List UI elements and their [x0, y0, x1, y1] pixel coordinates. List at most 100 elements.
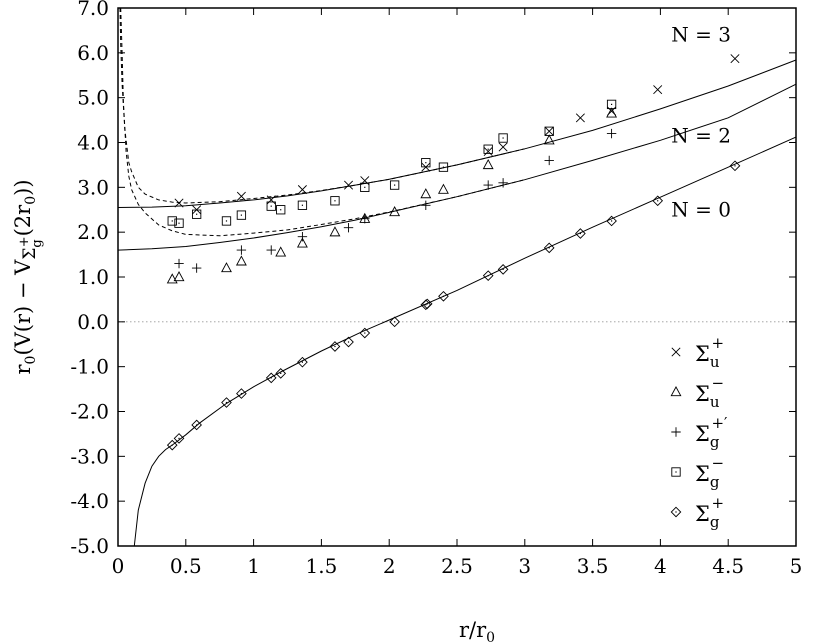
x-tick-label: 0 [112, 554, 125, 578]
data-point-diamond [606, 215, 617, 227]
legend-label-superscript: − [712, 374, 725, 392]
diamond-marker-dot [425, 304, 427, 306]
legend-label-superscript: − [711, 454, 724, 472]
diamond-marker-outline [221, 397, 232, 408]
data-point-diamond [166, 439, 178, 451]
curve-label: N = 3 [671, 23, 731, 47]
square-marker-dot [171, 220, 173, 222]
x-tick-label: 4.5 [712, 554, 744, 578]
data-point-plus [360, 214, 370, 224]
legend-marker-plus [671, 427, 681, 437]
data-point-cross [498, 142, 508, 152]
data-point-plus [191, 263, 202, 273]
data-point-triangle [235, 255, 247, 266]
square-marker-dot [334, 200, 336, 202]
square-marker-outline [360, 182, 370, 192]
data-point-square [389, 180, 400, 190]
square-marker-dot [301, 204, 304, 206]
y-axis-label-part: g [30, 239, 45, 247]
diamond-marker-outline [329, 341, 341, 352]
data-point-plus [266, 245, 276, 255]
square-marker-dot [196, 213, 198, 215]
square-marker-outline [330, 196, 340, 206]
legend-label-subscript: u [710, 393, 720, 411]
square-marker-dot [610, 103, 613, 105]
legend-label-superscript: + [711, 494, 724, 512]
x-tick-label: 4 [654, 554, 667, 578]
square-marker-outline [221, 216, 232, 226]
diamond-marker-outline [236, 388, 247, 399]
data-point-square [266, 201, 276, 211]
square-marker-outline [544, 126, 554, 136]
diamond-marker-dot [225, 401, 228, 404]
data-point-diamond [191, 419, 202, 431]
y-tick-label: 6.0 [77, 41, 109, 65]
square-marker-outline [266, 201, 276, 211]
diamond-marker-outline [389, 316, 400, 328]
legend-label-main: Σ [695, 502, 710, 526]
data-point-diamond [421, 298, 433, 310]
data-point-diamond [575, 228, 586, 239]
data-point-plus [297, 231, 308, 242]
legend-label: Σg− [695, 454, 724, 491]
data-point-diamond [265, 372, 277, 384]
data-point-cross [174, 198, 184, 208]
data-point-diamond [297, 356, 308, 368]
plot-frame [117, 7, 797, 547]
y-tick-label: -5.0 [70, 534, 109, 558]
diamond-marker-outline [275, 368, 287, 379]
square-marker-dot [280, 209, 282, 211]
y-tick-label: 5.0 [77, 86, 109, 110]
data-point-triangle [543, 134, 555, 145]
square-marker-dot [487, 148, 489, 150]
diamond-marker-dot [734, 165, 736, 167]
data-point-diamond [438, 290, 449, 302]
x-axis-label: r/r0 [459, 618, 495, 644]
square-marker-outline [483, 144, 493, 154]
fit-curve-solid [133, 136, 797, 547]
data-point-diamond [497, 264, 509, 275]
legend-label-main: Σ [695, 422, 710, 446]
diamond-marker-dot [178, 437, 180, 439]
legend-marker-triangle [670, 386, 682, 397]
diamond-marker-outline [166, 439, 178, 451]
y-axis-label-part: (2r [11, 204, 35, 237]
legend-label-superscript: + [712, 334, 725, 352]
data-point-plus [421, 200, 431, 210]
data-points-layer [166, 54, 741, 451]
square-marker-outline [389, 180, 400, 190]
diamond-marker-outline [297, 356, 308, 368]
diamond-marker-outline [543, 242, 555, 254]
data-point-square [167, 216, 177, 226]
data-point-plus [606, 128, 617, 139]
data-point-square [174, 218, 184, 228]
square-marker-outline [498, 133, 508, 143]
square-marker-dot [425, 162, 427, 164]
diamond-marker-dot [364, 332, 366, 334]
legend-label-subscript: u [710, 353, 720, 371]
legend-label: Σg+′ [695, 414, 728, 451]
diamond-marker-outline [359, 327, 371, 339]
square-marker-dot [270, 205, 272, 207]
diamond-marker-dot [502, 268, 504, 270]
legend-label-subscript: g [710, 433, 720, 451]
data-point-diamond [343, 336, 354, 348]
data-point-square [276, 205, 286, 215]
data-point-triangle [329, 226, 341, 237]
y-tick-label: -2.0 [70, 400, 109, 424]
diamond-marker-dot [657, 200, 659, 202]
x-axis-label-subscript: 0 [486, 630, 495, 644]
diamond-marker-dot [334, 345, 336, 348]
square-marker-dot [502, 137, 504, 139]
y-axis-label-part: (V(r) − V [11, 259, 35, 356]
diamond-marker-outline [606, 215, 617, 227]
y-axis-label-part: + [17, 236, 32, 247]
y-axis-label: r0(V(r) − VΣg+(2r0)) [11, 179, 45, 374]
curve-label: N = 0 [671, 197, 731, 221]
y-tick-label: -1.0 [70, 355, 109, 379]
diamond-marker-outline [652, 195, 664, 207]
data-point-square [191, 209, 202, 219]
legend-marker-square [671, 467, 681, 477]
square-marker-outline [174, 218, 184, 228]
data-point-diamond [359, 327, 371, 339]
